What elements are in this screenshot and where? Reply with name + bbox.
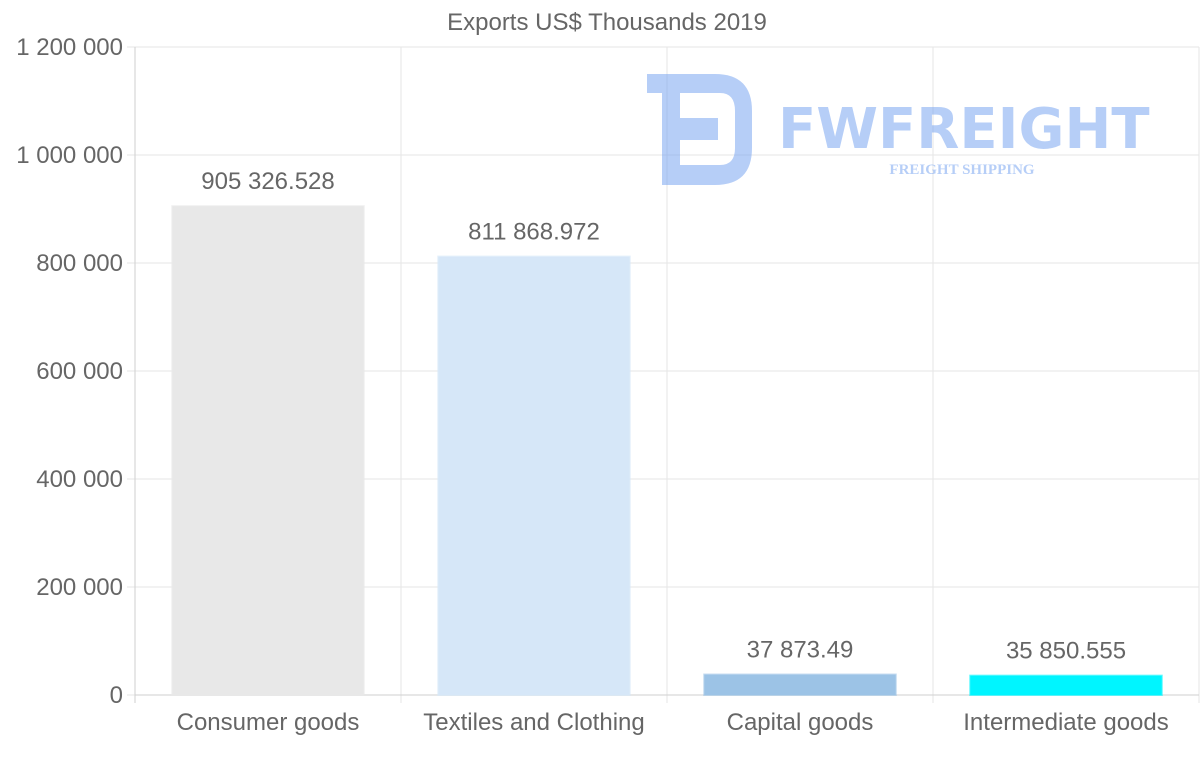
- watermark-logo: FWFREIGHT FREIGHT SHIPPING: [647, 74, 1150, 185]
- y-tick-label: 600 000: [36, 358, 123, 385]
- bar-2: [437, 255, 631, 696]
- chart-title: Exports US$ Thousands 2019: [447, 9, 767, 36]
- y-tick-label: 1 000 000: [16, 142, 123, 169]
- watermark-tagline: FREIGHT SHIPPING: [889, 162, 1034, 178]
- x-tick-label: Consumer goods: [177, 709, 360, 736]
- x-tick-label: Capital goods: [727, 709, 874, 736]
- y-tick-label: 1 200 000: [16, 34, 123, 61]
- data-label: 35 850.555: [1006, 638, 1126, 665]
- watermark-brand: FWFREIGHT: [778, 97, 1150, 162]
- data-label: 37 873.49: [747, 637, 854, 664]
- y-tick-label: 800 000: [36, 250, 123, 277]
- labels: 0 200 000 400 000 600 000 800 000 1 000 000 1 …: [16, 34, 1169, 736]
- x-tick-label: Intermediate goods: [963, 709, 1168, 736]
- bar-3: [703, 673, 897, 697]
- fw-logo-icon: [647, 74, 752, 185]
- data-label: 905 326.528: [201, 168, 334, 195]
- bars: [171, 205, 1163, 697]
- x-tick-label: Textiles and Clothing: [423, 709, 644, 736]
- y-tick-label: 400 000: [36, 466, 123, 493]
- bar-4: [969, 674, 1163, 696]
- bar-1: [171, 205, 365, 696]
- y-tick-label: 0: [110, 682, 123, 709]
- y-tick-label: 200 000: [36, 574, 123, 601]
- data-label: 811 868.972: [468, 219, 600, 246]
